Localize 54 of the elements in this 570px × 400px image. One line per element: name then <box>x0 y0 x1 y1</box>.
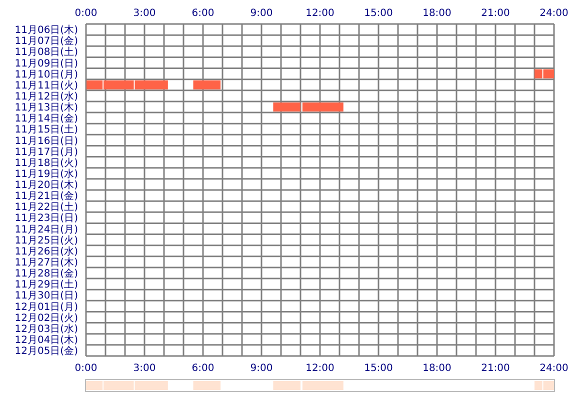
x2-tick-label: 24:00 <box>540 8 568 19</box>
y-tick-label: 12月04日(木) <box>14 334 78 346</box>
y-tick-label: 11月16日(日) <box>14 136 78 147</box>
y-tick-label: 11月17日(月) <box>14 146 78 158</box>
y-tick-label: 11月24日(月) <box>14 224 78 236</box>
y-tick-label: 11月20日(木) <box>14 179 78 192</box>
bar <box>193 80 221 90</box>
y-tick-label: 12月02日(火) <box>14 312 78 324</box>
y-tick-label: 11月21日(金) <box>14 190 78 202</box>
y-tick-label: 11月18日(火) <box>14 156 78 169</box>
x2-tick-label: 3:00 <box>133 8 156 19</box>
x-tick-label: 9:00 <box>250 363 273 374</box>
y-tick-label: 11月25日(火) <box>14 234 78 246</box>
y-tick-label: 11月06日(木) <box>14 24 78 36</box>
x2-tick-label: 15:00 <box>364 8 393 19</box>
y-tick-label: 11月09日(日) <box>14 58 78 70</box>
y-tick-label: 11月27日(木) <box>14 256 78 268</box>
x2-tick-label: 18:00 <box>422 8 452 19</box>
y-tick-label: 11月28日(金) <box>14 268 78 280</box>
y-tick-label: 11月29日(土) <box>14 278 78 291</box>
bar <box>273 381 300 390</box>
x-tick-label: 24:00 <box>540 363 568 374</box>
y-tick-label: 12月03日(水) <box>14 322 78 335</box>
y-tick-label: 11月22日(土) <box>14 201 78 214</box>
bar <box>302 102 344 112</box>
y-tick-label: 11月26日(水) <box>14 245 78 258</box>
y-tick-label: 12月01日(月) <box>14 302 78 313</box>
x-tick-label: 15:00 <box>364 363 393 374</box>
x2-tick-label: 9:00 <box>250 8 273 19</box>
x2-tick-label: 6:00 <box>192 8 214 19</box>
x-tick-label: 0:00 <box>74 363 98 374</box>
y-tick-label: 11月15日(土) <box>14 124 78 136</box>
y-tick-label: 12月05日(金) <box>14 345 78 358</box>
y-tick-label: 11月30日(日) <box>14 290 78 302</box>
bar <box>193 381 221 390</box>
y-tick-label: 11月10日(月) <box>14 69 78 80</box>
x2-tick-label: 0:00 <box>74 8 98 19</box>
y-tick-label: 11月12日(水) <box>14 90 78 102</box>
y-tick-label: 11月11日(火) <box>14 79 78 92</box>
x2-tick-label: 12:00 <box>306 8 334 19</box>
y-tick-label: 11月23日(日) <box>14 213 78 224</box>
y-tick-label: 11月13日(木) <box>14 102 78 114</box>
x-tick-label: 12:00 <box>306 363 334 374</box>
y-tick-label: 11月07日(金) <box>14 35 78 48</box>
x2-tick-label: 21:00 <box>481 8 510 19</box>
y-tick-label: 11月14日(金) <box>14 112 78 125</box>
x-tick-label: 21:00 <box>481 363 510 374</box>
bar <box>273 102 300 112</box>
x-tick-label: 18:00 <box>422 363 452 374</box>
x-tick-label: 6:00 <box>192 363 214 374</box>
y-tick-label: 11月19日(水) <box>14 168 78 180</box>
y-tick-label: 11月08日(土) <box>14 46 78 58</box>
x-tick-label: 3:00 <box>133 363 156 374</box>
bar <box>302 381 344 390</box>
